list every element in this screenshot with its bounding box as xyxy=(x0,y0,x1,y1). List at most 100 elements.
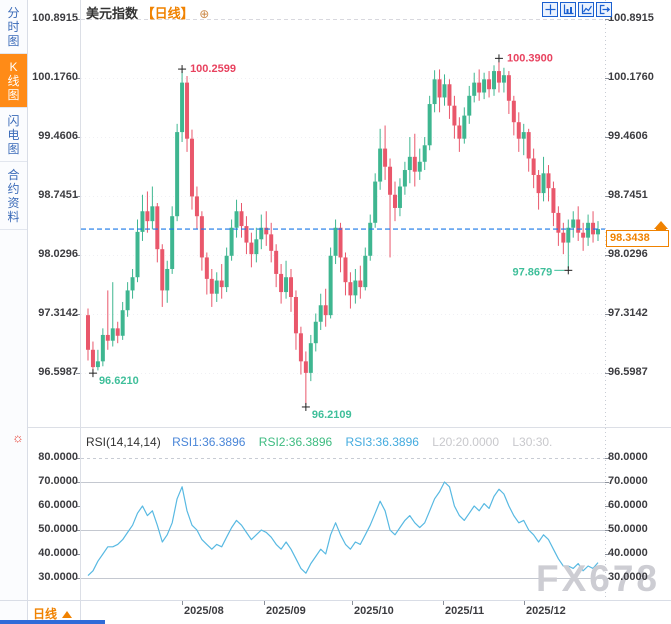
rsi-axis-label-left: 60.0000 xyxy=(38,499,78,511)
candle-body xyxy=(333,227,338,256)
candle-body xyxy=(165,268,170,291)
candle-body xyxy=(586,222,591,238)
candle-body xyxy=(392,194,397,208)
candle-body xyxy=(363,255,368,288)
rsi-axis-label-left: 70.0000 xyxy=(38,475,78,487)
rsi-axis-label-left: 40.0000 xyxy=(38,547,78,559)
sidebar-tab-char: 资 xyxy=(7,196,20,210)
triangle-up-icon xyxy=(62,611,73,618)
rsi-line xyxy=(87,481,599,577)
candle-body xyxy=(432,79,437,105)
rsi-settings-icon[interactable]: ☼ xyxy=(12,430,24,445)
candle-body xyxy=(457,125,462,139)
candle-body xyxy=(204,257,209,279)
period-selector-label: 日线 xyxy=(33,607,58,621)
candle-body xyxy=(259,227,264,240)
price-axis-label-right: 98.7451 xyxy=(608,188,648,201)
candle-body xyxy=(303,361,308,373)
candle-body xyxy=(170,216,175,269)
sidebar-tab-char: 图 xyxy=(7,34,20,48)
candle-body xyxy=(511,100,516,123)
candle-body xyxy=(274,250,279,274)
candle-body xyxy=(551,188,556,213)
candle-body xyxy=(402,170,407,187)
candle-body xyxy=(496,71,501,83)
sidebar-tab-1[interactable]: 分时图 xyxy=(0,0,27,54)
x-axis-label: 2025/11 xyxy=(445,605,485,617)
rsi-axis-label-right: 30.0000 xyxy=(608,571,648,583)
window-edge-strip xyxy=(0,620,105,624)
candle-body xyxy=(373,181,378,223)
candle-body xyxy=(155,206,160,250)
sidebar-tab-char: 约 xyxy=(7,182,20,196)
candle-body xyxy=(244,226,249,243)
candle-body xyxy=(135,231,140,278)
candle-body xyxy=(427,104,432,146)
axis-scale-icon[interactable] xyxy=(560,2,576,17)
price-axis-label-right: 99.4606 xyxy=(608,129,648,142)
candle-body xyxy=(526,132,531,159)
price-axis-label-left: 100.8915 xyxy=(32,12,78,24)
price-axis-label-left: 97.3142 xyxy=(38,306,78,319)
sidebar-tab-char: 电 xyxy=(7,128,20,142)
price-axis-label-left: 99.4606 xyxy=(38,129,78,142)
pan-icon[interactable] xyxy=(542,2,558,17)
candle-body xyxy=(229,227,234,256)
candle-body xyxy=(506,75,511,101)
candle-body xyxy=(95,361,100,368)
candle-body xyxy=(214,280,219,294)
candle-body xyxy=(467,95,472,116)
chart-toolbar xyxy=(542,2,612,17)
candle-body xyxy=(536,174,541,194)
candle-body xyxy=(264,227,269,235)
add-indicator-icon[interactable]: ⊕ xyxy=(199,7,210,21)
rsi-plot-area[interactable] xyxy=(80,455,605,600)
candle-body xyxy=(388,166,393,195)
candle-body xyxy=(269,234,274,251)
sidebar-tab-char: 线 xyxy=(7,74,20,88)
candle-body xyxy=(239,211,244,227)
candle-body xyxy=(383,148,388,167)
price-axis-label-right: 100.8915 xyxy=(608,12,654,24)
period-selector[interactable]: 日线 xyxy=(33,605,73,622)
candle-body xyxy=(180,82,185,133)
candlestick-plot-area[interactable] xyxy=(80,0,605,427)
candle-body xyxy=(472,82,477,96)
candle-body xyxy=(343,257,348,283)
sidebar-tab-char: 合 xyxy=(7,168,20,182)
candle-body xyxy=(417,161,422,172)
candle-body xyxy=(571,219,576,228)
candle-body xyxy=(234,211,239,228)
candle-body xyxy=(407,156,412,171)
candle-body xyxy=(189,138,194,197)
sidebar-tab-4[interactable]: 合约资料 xyxy=(0,162,27,230)
candle-body xyxy=(100,334,105,362)
candle-body xyxy=(348,282,353,296)
candle-body xyxy=(378,148,383,182)
rsi-axis-label-right: 40.0000 xyxy=(608,547,648,559)
candle-body xyxy=(318,305,323,322)
candle-body xyxy=(115,328,120,336)
export-icon[interactable] xyxy=(596,2,612,17)
candle-body xyxy=(353,280,358,296)
candle-body xyxy=(185,82,190,139)
sidebar-tab-char: 闪 xyxy=(7,114,20,128)
price-axis-label-right: 98.0296 xyxy=(608,247,648,260)
x-axis-label: 2025/12 xyxy=(526,605,566,617)
sidebar-tab-char: 料 xyxy=(7,210,20,224)
sidebar-tab-3[interactable]: 闪电图 xyxy=(0,108,27,162)
candle-body xyxy=(145,211,150,222)
price-axis-label-left: 100.1760 xyxy=(32,71,78,83)
rsi-axis-label-right: 50.0000 xyxy=(608,523,648,535)
candle-body xyxy=(477,82,482,93)
trend-scale-icon[interactable] xyxy=(578,2,594,17)
price-up-arrow-icon xyxy=(654,221,668,231)
candle-body xyxy=(437,79,442,98)
price-axis-label-left: 96.5987 xyxy=(38,365,78,378)
candle-body xyxy=(447,84,452,106)
candle-body xyxy=(313,321,318,344)
